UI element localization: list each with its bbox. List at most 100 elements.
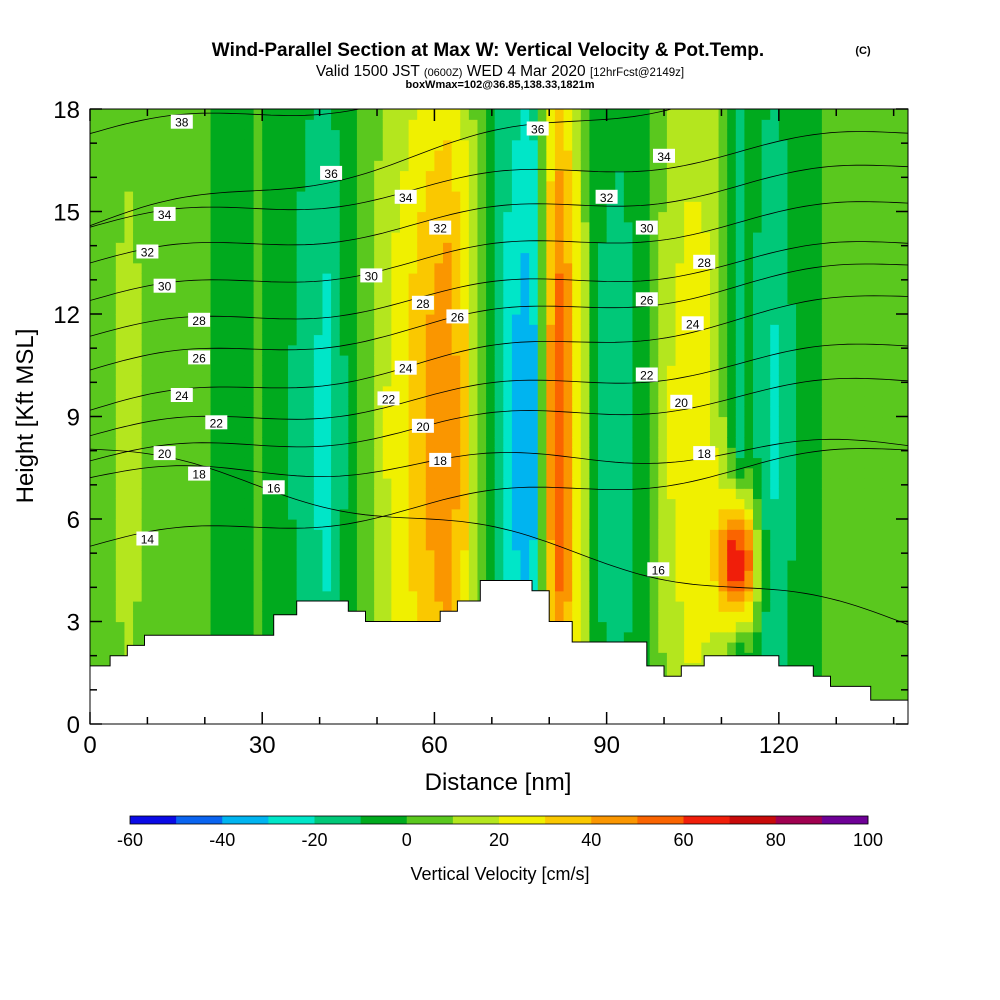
w-cell: [443, 365, 453, 377]
w-cell: [744, 385, 754, 397]
w-cell: [770, 375, 780, 387]
w-cell: [753, 519, 763, 530]
w-cell: [589, 355, 599, 366]
w-cell: [434, 570, 444, 582]
w-cell: [434, 150, 444, 161]
w-cell: [236, 314, 246, 325]
w-cell: [675, 416, 685, 428]
w-cell: [90, 303, 100, 315]
w-cell: [709, 293, 720, 305]
w-cell: [511, 283, 522, 295]
w-cell: [727, 232, 737, 243]
w-cell: [477, 170, 487, 182]
w-cell: [244, 262, 255, 274]
w-cell: [305, 447, 315, 459]
w-cell: [761, 447, 771, 459]
w-cell: [451, 232, 461, 243]
w-cell: [124, 519, 134, 530]
w-cell: [176, 160, 186, 172]
w-cell: [219, 396, 229, 407]
w-cell: [615, 539, 625, 551]
w-cell: [382, 211, 392, 223]
w-cell: [244, 180, 255, 192]
w-cell: [193, 324, 203, 336]
w-cell: [176, 273, 186, 284]
w-cell: [253, 139, 263, 151]
w-cell: [150, 334, 160, 346]
w-cell: [675, 426, 685, 438]
w-cell: [796, 232, 806, 243]
w-cell: [606, 621, 616, 633]
w-cell: [761, 539, 771, 551]
w-cell: [193, 508, 203, 520]
w-cell: [167, 314, 177, 325]
w-cell: [305, 560, 315, 571]
w-cell: [477, 426, 487, 438]
w-cell: [451, 488, 461, 500]
w-cell: [176, 191, 186, 202]
w-cell: [434, 529, 444, 541]
w-cell: [253, 242, 263, 254]
w-cell: [365, 529, 375, 541]
w-cell: [262, 519, 272, 530]
w-cell: [572, 201, 582, 213]
w-cell: [98, 539, 108, 551]
w-cell: [563, 119, 573, 131]
w-cell: [735, 529, 745, 541]
w-cell: [176, 426, 186, 438]
w-cell: [434, 549, 444, 561]
w-cell: [701, 365, 711, 377]
w-cell: [606, 314, 616, 325]
w-cell: [339, 529, 349, 541]
w-cell: [339, 437, 349, 448]
w-cell: [167, 478, 177, 489]
w-cell: [666, 344, 677, 356]
w-cell: [339, 242, 349, 254]
w-cell: [477, 303, 487, 315]
w-cell: [184, 416, 194, 428]
w-cell: [270, 426, 281, 438]
w-cell: [563, 365, 573, 377]
w-cell: [98, 396, 108, 407]
w-cell: [443, 252, 453, 264]
w-cell: [244, 293, 255, 305]
w-cell: [486, 139, 496, 151]
w-cell: [270, 365, 281, 377]
w-cell: [778, 242, 789, 254]
w-cell: [288, 580, 298, 592]
w-cell: [796, 621, 806, 633]
w-cell: [305, 406, 315, 418]
w-cell: [382, 303, 392, 315]
w-cell: [787, 385, 797, 397]
w-cell: [503, 180, 513, 192]
w-cell: [563, 611, 573, 623]
w-cell: [124, 375, 134, 387]
w-cell: [529, 262, 539, 274]
w-cell: [339, 314, 349, 325]
w-cell: [796, 211, 806, 223]
w-cell: [744, 478, 754, 489]
w-cell: [425, 109, 436, 120]
w-cell: [417, 560, 427, 571]
w-cell: [606, 355, 616, 366]
w-cell: [554, 611, 565, 623]
w-cell: [744, 406, 754, 418]
w-cell: [503, 416, 513, 428]
w-cell: [227, 355, 237, 366]
w-cell: [331, 396, 341, 407]
w-cell: [761, 365, 771, 377]
w-cell: [253, 375, 263, 387]
w-cell: [675, 631, 685, 643]
w-cell: [684, 488, 694, 500]
w-cell: [98, 478, 108, 489]
w-cell: [270, 467, 281, 479]
w-cell: [649, 109, 659, 120]
w-cell: [253, 293, 263, 305]
w-cell: [675, 109, 685, 120]
w-cell: [460, 273, 470, 284]
w-cell: [244, 303, 255, 315]
w-cell: [554, 570, 565, 582]
w-cell: [236, 221, 246, 233]
w-cell: [589, 529, 599, 541]
w-cell: [305, 221, 315, 233]
